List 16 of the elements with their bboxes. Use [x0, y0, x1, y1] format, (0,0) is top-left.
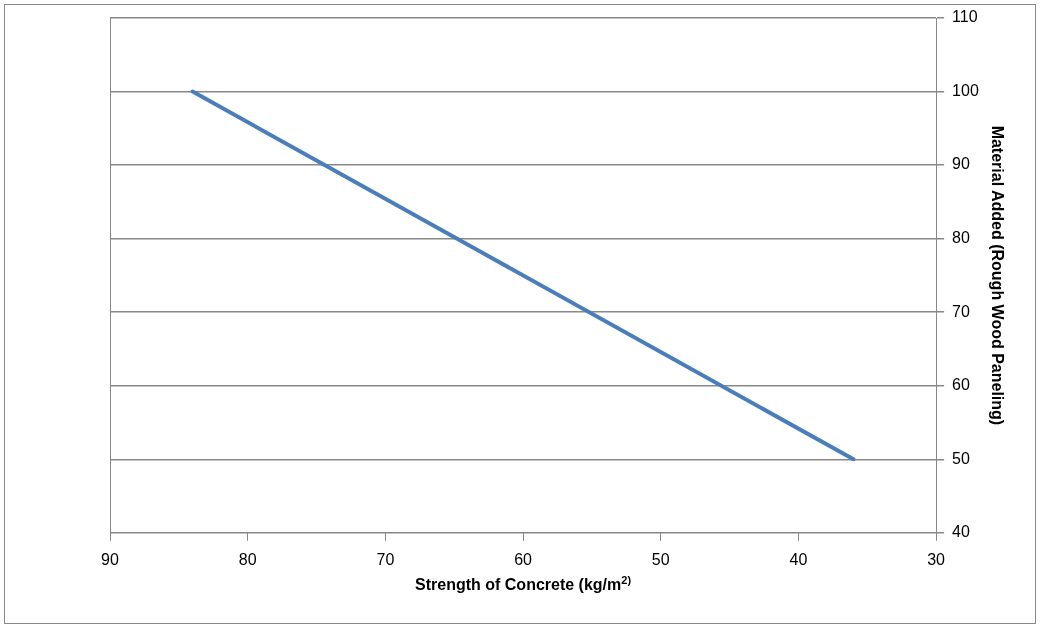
- y-axis-title: Material Added (Rough Wood Paneling): [988, 125, 1006, 426]
- y-tick-label: 60: [952, 376, 970, 394]
- x-tick-label: 60: [514, 550, 533, 568]
- x-tick-label: 40: [789, 550, 808, 568]
- x-tick-label: 70: [376, 550, 395, 568]
- y-tick-label: 70: [952, 302, 970, 320]
- x-tick-label: 90: [101, 550, 119, 568]
- y-tick-label: 80: [952, 229, 970, 247]
- y-tick-label: 40: [952, 523, 970, 541]
- y-tick-label: 90: [952, 155, 970, 173]
- x-tick-label: 80: [238, 550, 257, 568]
- y-tick-label: 50: [952, 449, 970, 467]
- y-tick-label: 100: [952, 81, 979, 99]
- y-tick-label: 110: [952, 8, 978, 26]
- x-tick-label: 30: [927, 550, 946, 568]
- x-tick-label: 50: [651, 550, 670, 568]
